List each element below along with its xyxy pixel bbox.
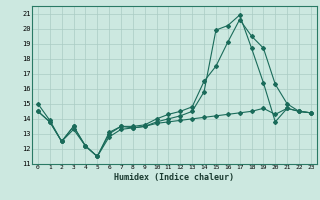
X-axis label: Humidex (Indice chaleur): Humidex (Indice chaleur) <box>115 173 234 182</box>
